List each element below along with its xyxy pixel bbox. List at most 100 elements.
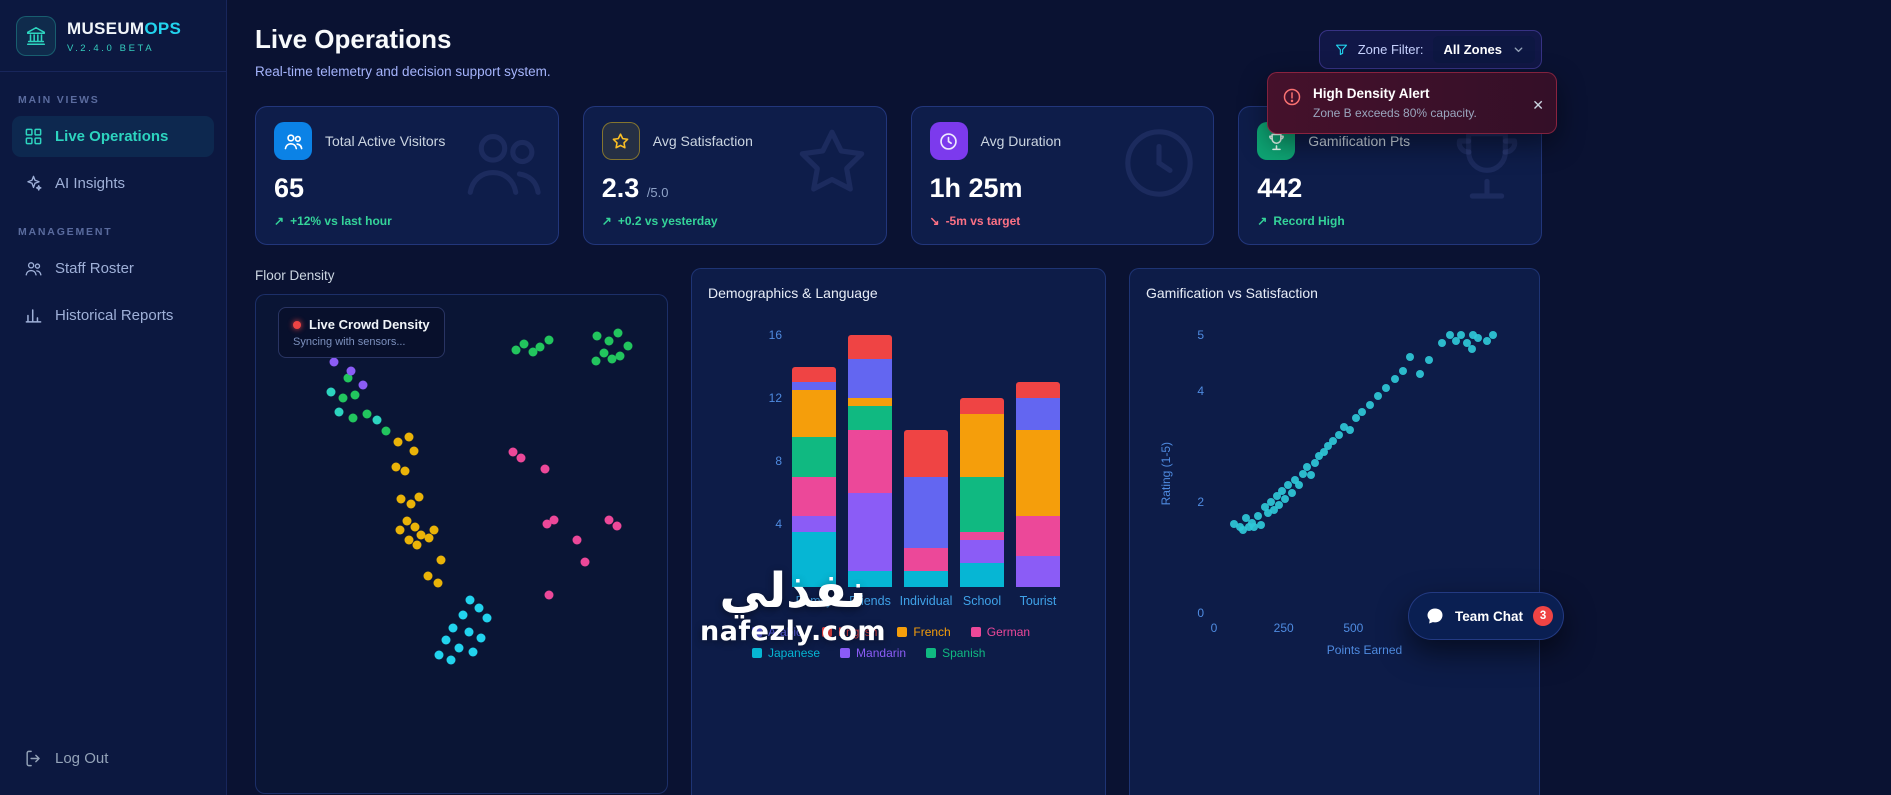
density-dot — [592, 331, 602, 341]
floor-density-chart: Live Crowd Density Syncing with sensors.… — [255, 294, 668, 794]
legend-row: Japanese Mandarin Spanish — [752, 646, 1089, 660]
demographics-chart-title: Demographics & Language — [708, 285, 878, 301]
chat-bubble-icon — [1427, 608, 1443, 624]
legend-item: German — [970, 625, 1030, 639]
density-dot — [612, 521, 622, 531]
density-dot — [549, 515, 559, 525]
scatter-dot — [1239, 525, 1248, 534]
floor-density-title: Floor Density — [255, 268, 335, 283]
density-dot — [464, 627, 474, 637]
bar-segment — [792, 437, 836, 477]
gamification-chart-title: Gamification vs Satisfaction — [1146, 285, 1318, 301]
y-tick-label: 12 — [768, 391, 782, 405]
zone-filter-dropdown[interactable]: Zone Filter: All Zones — [1318, 30, 1542, 69]
crowd-density-tooltip: Live Crowd Density Syncing with sensors.… — [278, 307, 445, 358]
density-dot — [409, 446, 419, 456]
scatter-dot — [1269, 506, 1278, 515]
trend-up-icon: ↗ — [601, 214, 612, 228]
satisfaction-icon — [601, 122, 640, 160]
page-title: Live Operations — [255, 24, 452, 54]
logout-button[interactable]: Log Out — [12, 738, 214, 779]
duration-icon — [929, 122, 968, 160]
logout-icon — [26, 750, 40, 767]
team-chat-label: Team Chat — [1455, 608, 1524, 624]
stacked-bar — [1016, 335, 1060, 587]
scatter-dot — [1467, 344, 1476, 353]
bar-segment — [960, 413, 1004, 477]
scatter-dot — [1306, 471, 1315, 480]
density-dot — [358, 380, 368, 390]
gamification-plot: Rating (1-5) 5 4 2 0 0 250 500 — [1159, 328, 1515, 635]
kpi-number: 2.3 — [601, 173, 640, 203]
kpi-number: 65 — [274, 173, 305, 203]
x-tick-label: 250 — [1273, 621, 1294, 635]
main-content: Live Operations Real-time telemetry and … — [227, 0, 1891, 795]
bar-segment — [960, 476, 1004, 532]
kpi-delta: ↗ Record High — [1257, 214, 1523, 228]
bar-segment — [1016, 429, 1060, 517]
page-header: Live Operations Real-time telemetry and … — [255, 24, 1542, 88]
y-tick-label: 4 — [775, 517, 782, 531]
density-dot — [416, 530, 426, 540]
bar-segment — [848, 429, 892, 493]
y-tick-label: 0 — [1197, 606, 1204, 620]
alert-close-icon[interactable]: ✕ — [1532, 97, 1544, 113]
museum-icon — [26, 26, 46, 46]
clock-ghost-icon — [1125, 129, 1193, 197]
trend-up-icon: ↗ — [274, 214, 285, 228]
logout-label: Log Out — [55, 750, 109, 767]
density-dot — [424, 533, 434, 543]
scatter-dot — [1295, 481, 1303, 490]
density-dot — [544, 590, 554, 600]
kpi-value: 442 — [1257, 173, 1523, 204]
bar-segment — [904, 547, 948, 572]
legend-item: Mandarin — [840, 646, 906, 660]
tooltip-subtitle: Syncing with sensors... — [293, 336, 406, 348]
bar-segment — [904, 429, 948, 477]
sidebar-item-live-operations[interactable]: Live Operations — [12, 116, 214, 157]
zone-filter-value[interactable]: All Zones — [1433, 36, 1535, 63]
density-dot — [572, 535, 582, 545]
bar-segment — [960, 398, 1004, 414]
demographics-bars — [792, 335, 1060, 587]
scatter-dot — [1254, 511, 1263, 520]
x-tick-label: 0 — [1210, 621, 1218, 635]
team-chat-button[interactable]: Team Chat 3 — [1408, 592, 1565, 640]
density-dot — [326, 387, 336, 397]
density-dot — [623, 341, 633, 351]
scatter-dot — [1288, 489, 1297, 498]
scatter-dot — [1382, 383, 1391, 392]
density-dot — [414, 492, 424, 502]
kpi-card-avg-duration: Avg Duration 1h 25m ↘ -5m vs target — [910, 106, 1215, 245]
scatter-dot — [1357, 407, 1366, 416]
scatter-dot — [1373, 392, 1382, 401]
kpi-value: 65 — [274, 173, 540, 204]
density-dot — [607, 354, 617, 364]
sidebar-item-ai-insights[interactable]: AI Insights — [12, 163, 214, 204]
sidebar: MUSEUMOPS V.2.4.0 BETA MAIN VIEWS Live O… — [0, 0, 227, 795]
sidebar-item-staff-roster[interactable]: Staff Roster — [12, 248, 214, 289]
legend-label: Mandarin — [856, 646, 907, 660]
kpi-number: 1h 25m — [929, 173, 1023, 203]
x-category-label: Family — [795, 594, 833, 608]
density-dot — [615, 351, 625, 361]
density-dot — [436, 555, 446, 565]
gamification-y-axis-label: Rating (1-5) — [1159, 442, 1173, 506]
density-dot — [613, 328, 623, 338]
legend-label: English — [838, 625, 878, 639]
scatter-dot — [1267, 497, 1276, 506]
density-dot — [334, 407, 344, 417]
y-tick-label: 16 — [768, 328, 782, 342]
density-dot — [395, 525, 405, 535]
legend-swatch — [822, 627, 833, 637]
scatter-dot — [1315, 452, 1324, 461]
density-dot — [599, 348, 609, 358]
density-dot — [441, 635, 451, 645]
scatter-dot — [1302, 463, 1311, 472]
scatter-dot — [1334, 431, 1343, 440]
scatter-dot — [1390, 375, 1399, 384]
scatter-dot — [1281, 495, 1290, 504]
sidebar-item-historical-reports[interactable]: Historical Reports — [12, 295, 214, 336]
density-dot — [372, 415, 382, 424]
scatter-dot — [1298, 470, 1307, 478]
